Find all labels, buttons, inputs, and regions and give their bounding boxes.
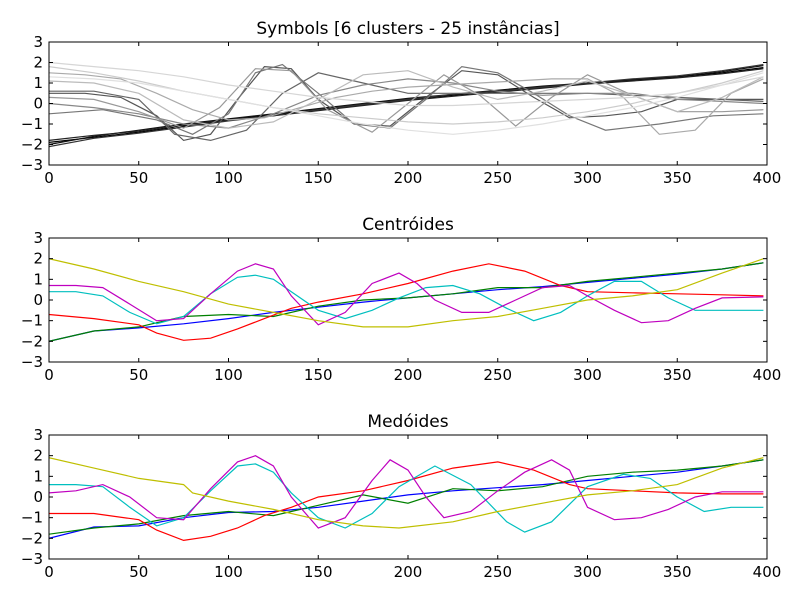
x-tick-label: 150: [304, 169, 333, 187]
y-tick-label: 1: [33, 467, 43, 485]
y-tick-label: 3: [33, 229, 43, 247]
series-line-3: [49, 461, 764, 542]
subplot-1: 0 50 100 150 200 250 300 350 400 −3 −2 −1 0 1 2 3 Symbol…: [21, 19, 781, 187]
x-tick-label: 350: [663, 366, 692, 384]
y-tick-label: 0: [33, 95, 43, 113]
subplot-title: Centróides: [362, 215, 454, 235]
x-tick-label: 250: [483, 169, 512, 187]
x-tick-label: 350: [663, 563, 692, 581]
x-tick-label: 350: [663, 169, 692, 187]
x-tick-label: 50: [129, 366, 148, 384]
x-tick-label: 100: [214, 563, 243, 581]
y-tick-label: −2: [21, 332, 43, 350]
x-tick-label: 50: [129, 563, 148, 581]
x-tick-label: 400: [753, 563, 782, 581]
plot-frame: [48, 434, 768, 560]
y-tick-label: 1: [33, 270, 43, 288]
series-group: [49, 61, 764, 148]
x-tick-label: 0: [44, 366, 54, 384]
x-tick-label: 50: [129, 169, 148, 187]
series-line-6: [49, 457, 764, 529]
x-tick-label: 150: [304, 563, 333, 581]
series-line-8: [49, 78, 764, 129]
series-line-6: [49, 258, 764, 328]
series-line-6: [49, 72, 764, 142]
x-tick-label: 250: [483, 563, 512, 581]
series-line-5: [49, 455, 764, 529]
x-tick-label: 0: [44, 169, 54, 187]
x-tick-label: 300: [573, 169, 602, 187]
series-group: [49, 455, 764, 542]
y-tick-label: −2: [21, 136, 43, 154]
x-tick-label: 400: [753, 169, 782, 187]
y-tick-label: 3: [33, 426, 43, 444]
x-tick-label: 300: [573, 366, 602, 384]
y-tick-label: 2: [33, 447, 43, 465]
y-tick-label: 1: [33, 74, 43, 92]
y-tick-label: −3: [21, 550, 43, 568]
y-tick-label: 0: [33, 291, 43, 309]
series-line-12: [49, 66, 764, 125]
x-tick-label: 100: [214, 169, 243, 187]
subplot-3: 0 50 100 150 200 250 300 350 400 −3 −2 −1 0 1 2 3 Medóid…: [21, 412, 781, 581]
y-tick-label: −1: [21, 509, 43, 527]
y-tick-label: 2: [33, 250, 43, 268]
y-tick-label: 3: [33, 33, 43, 51]
y-tick-label: −3: [21, 156, 43, 174]
series-line-4: [49, 463, 764, 533]
y-tick-label: −1: [21, 312, 43, 330]
series-group: [49, 258, 764, 342]
subplot-title: Medóides: [367, 412, 448, 432]
plot-frame: [48, 237, 768, 363]
x-tick-label: 100: [214, 366, 243, 384]
series-line-5: [49, 263, 764, 326]
series-line-11: [49, 70, 764, 129]
y-tick-label: 2: [33, 54, 43, 72]
x-tick-label: 0: [44, 563, 54, 581]
x-tick-label: 250: [483, 366, 512, 384]
y-tick-label: −1: [21, 115, 43, 133]
y-tick-label: −2: [21, 529, 43, 547]
x-tick-label: 200: [394, 169, 423, 187]
series-line-4: [49, 274, 764, 325]
x-tick-label: 150: [304, 366, 333, 384]
x-tick-label: 200: [394, 366, 423, 384]
x-tick-label: 400: [753, 366, 782, 384]
subplot-title: Symbols [6 clusters - 25 instâncias]: [256, 19, 559, 39]
y-tick-label: −3: [21, 353, 43, 371]
series-line-10: [49, 72, 764, 135]
x-tick-label: 300: [573, 563, 602, 581]
series-line-13: [49, 61, 764, 107]
series-line-2: [49, 262, 764, 342]
y-tick-label: 0: [33, 488, 43, 506]
series-line-14: [49, 72, 764, 135]
series-line-1: [49, 459, 764, 539]
x-tick-label: 200: [394, 563, 423, 581]
subplot-2: 0 50 100 150 200 250 300 350 400 −3 −2 −1 0 1 2 3 Centró…: [21, 215, 781, 384]
